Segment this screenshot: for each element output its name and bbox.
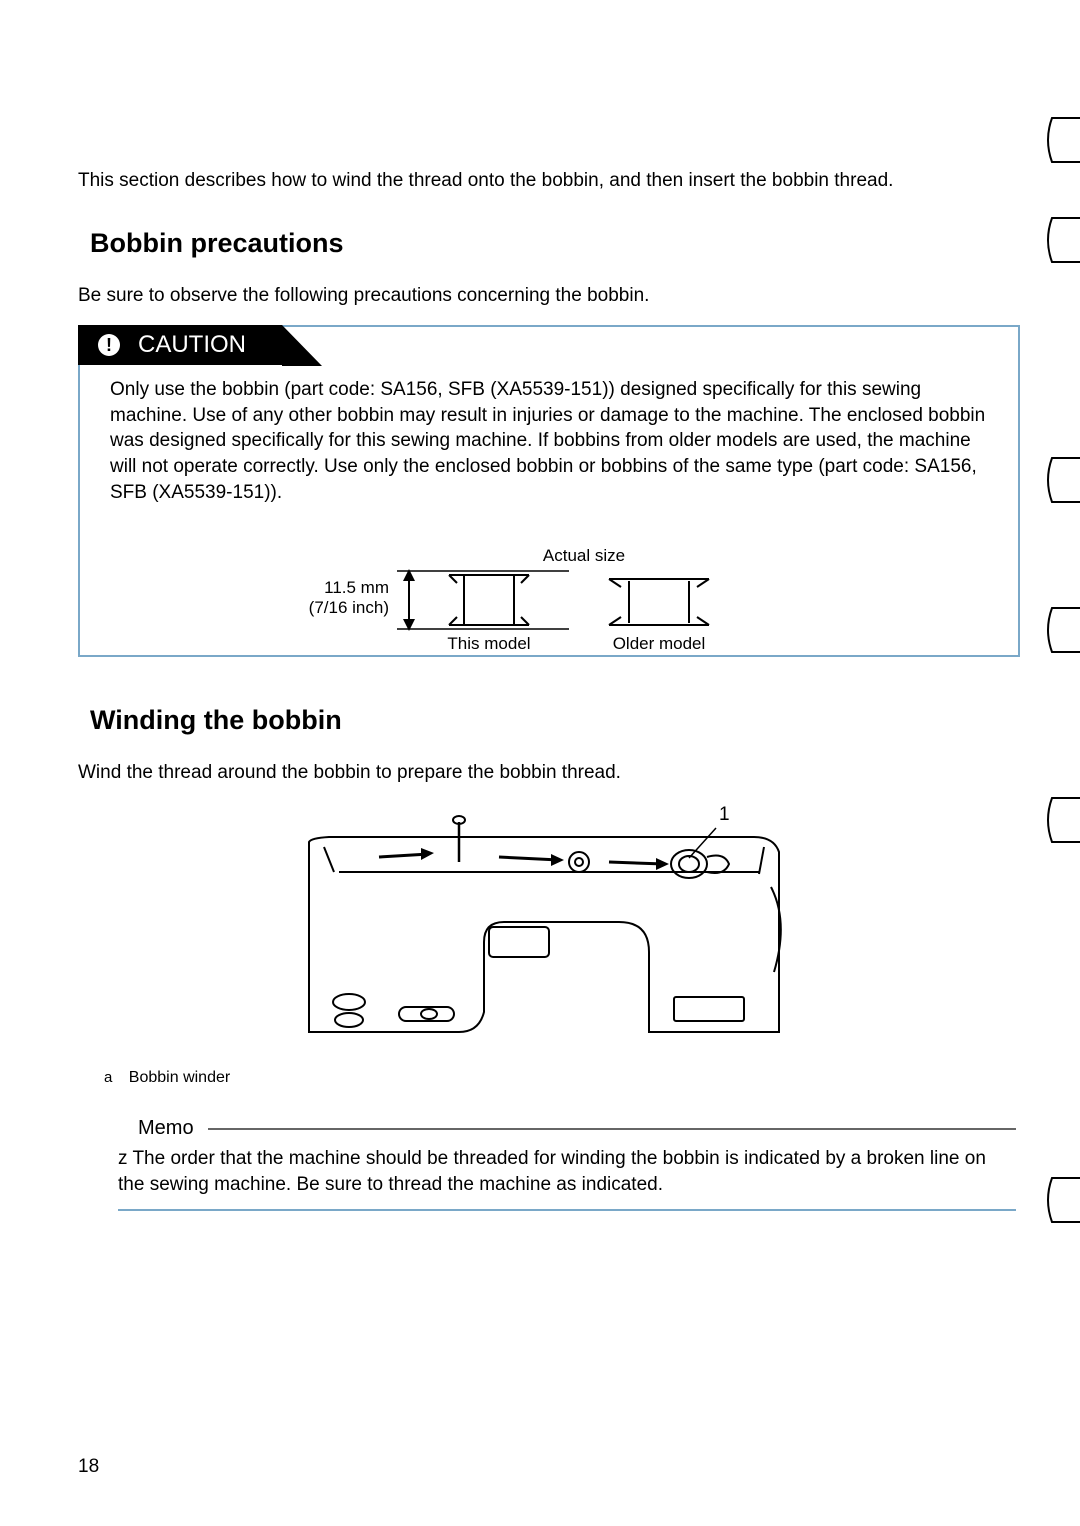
tab-icon <box>1048 118 1080 162</box>
memo-title: Memo <box>138 1117 194 1140</box>
side-tabs <box>1042 0 1080 1526</box>
machine-diagram: 1 <box>78 802 1020 1057</box>
caution-box: ! CAUTION Only use the bobbin (part code… <box>78 325 1020 657</box>
memo-box: Memo z The order that the machine should… <box>138 1117 1016 1211</box>
caution-label: CAUTION <box>138 331 246 359</box>
older-model-label: Older model <box>613 634 706 653</box>
caution-tab: ! CAUTION <box>78 325 282 365</box>
caution-body: Only use the bobbin (part code: SA156, S… <box>80 365 1018 525</box>
legend-marker-a: a <box>104 1069 112 1086</box>
bobbin-size-diagram: Actual size 11.5 mm (7/16 inch) <box>80 545 1018 655</box>
intro-text: This section describes how to wind the t… <box>78 170 1020 192</box>
heading-winding-bobbin: Winding the bobbin <box>90 705 1020 736</box>
caution-icon: ! <box>98 334 120 356</box>
tab-icon <box>1048 218 1080 262</box>
this-model-bobbin-icon <box>449 575 529 625</box>
actual-size-label: Actual size <box>543 546 625 565</box>
bobbin-winder-icon <box>671 850 729 878</box>
this-model-label: This model <box>447 634 530 653</box>
memo-divider <box>118 1209 1016 1211</box>
dimension-mm: 11.5 mm <box>324 578 389 597</box>
dimension-inch: (7/16 inch) <box>309 598 389 617</box>
tab-icon <box>1048 798 1080 842</box>
diagram-legend: a Bobbin winder <box>104 1069 1020 1087</box>
memo-header-line <box>208 1128 1016 1130</box>
memo-bullet: z <box>118 1148 128 1169</box>
legend-text: Bobbin winder <box>129 1069 230 1086</box>
tab-icon <box>1048 1178 1080 1222</box>
older-model-bobbin-icon <box>609 579 709 625</box>
tab-icon <box>1048 608 1080 652</box>
heading-bobbin-precautions: Bobbin precautions <box>90 228 1020 259</box>
page-number: 18 <box>78 1456 99 1478</box>
sewing-machine-icon <box>309 816 781 1032</box>
precautions-subtext: Be sure to observe the following precaut… <box>78 285 1020 307</box>
winding-subtext: Wind the thread around the bobbin to pre… <box>78 762 1020 784</box>
tab-icon <box>1048 458 1080 502</box>
memo-text: The order that the machine should be thr… <box>118 1148 986 1195</box>
callout-1: 1 <box>719 804 730 825</box>
